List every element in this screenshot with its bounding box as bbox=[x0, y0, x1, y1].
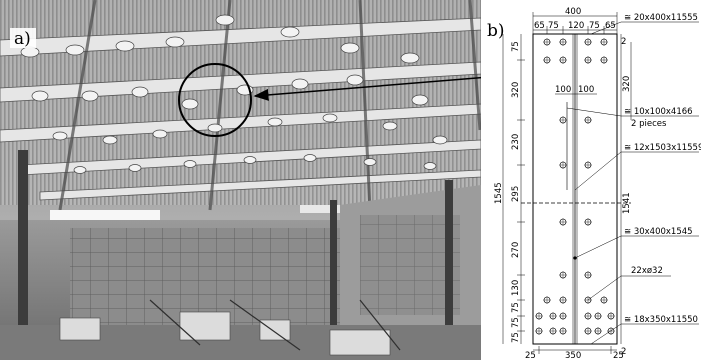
left-dim-2: 320 bbox=[511, 82, 521, 98]
annotation-bottom-plate: ≅ 18x350x11550 bbox=[624, 315, 698, 325]
highlight-circle bbox=[178, 63, 252, 137]
left-dim-4: 295 bbox=[511, 186, 521, 202]
top-dim-1: 65 bbox=[534, 21, 545, 31]
right-top-dim: 320 bbox=[622, 76, 632, 92]
annotation-web: ≅ 12x1503x11559 bbox=[624, 143, 701, 153]
left-dim-1: 75 bbox=[511, 41, 521, 52]
top-dim-2: 75 bbox=[548, 21, 559, 31]
left-dim-8: 75 bbox=[511, 317, 521, 328]
top-dim-4: 75 bbox=[589, 21, 600, 31]
drawing-svg: b) 400 65 75 120 75 65 100 100 bbox=[481, 0, 701, 361]
overall-left-dim: 1545 bbox=[494, 182, 504, 204]
girder-drawing: b) 400 65 75 120 75 65 100 100 bbox=[481, 0, 701, 361]
left-dim-7: 75 bbox=[511, 302, 521, 313]
bottom-dim-left: 25 bbox=[525, 351, 536, 360]
drawing-panel-label: b) bbox=[487, 21, 505, 41]
left-dim-5: 270 bbox=[511, 242, 521, 258]
annotation-stiffener-count: 2 pieces bbox=[631, 119, 667, 129]
flange-dim-right: 100 bbox=[578, 85, 594, 95]
section-mark-top: 2 bbox=[621, 37, 626, 47]
annotation-stiffener: ≅ 10x100x4166 bbox=[624, 107, 693, 117]
overall-right-dim: 1541 bbox=[622, 192, 632, 214]
flange-dim-left: 100 bbox=[555, 85, 571, 95]
annotation-top-plate: ≅ 20x400x11555 bbox=[624, 13, 698, 23]
section-mark-bottom: 2 bbox=[621, 347, 626, 357]
top-width-dim: 400 bbox=[565, 7, 581, 17]
annotation-end-plate: ≅ 30x400x1545 bbox=[624, 227, 693, 237]
roof-photo-svg: a) bbox=[0, 0, 482, 360]
bottom-dim-mid: 350 bbox=[565, 351, 581, 360]
photo-panel-label: a) bbox=[14, 29, 31, 49]
roof-structure-photo: a) bbox=[0, 0, 482, 360]
left-dim-3: 230 bbox=[511, 134, 521, 150]
top-dim-3: 120 bbox=[568, 21, 584, 31]
bottom-dim-right: 25 bbox=[613, 351, 624, 360]
left-dim-9: 75 bbox=[511, 332, 521, 343]
left-dim-6: 130 bbox=[511, 280, 521, 296]
annotation-bolts: 22xø32 bbox=[631, 266, 663, 276]
